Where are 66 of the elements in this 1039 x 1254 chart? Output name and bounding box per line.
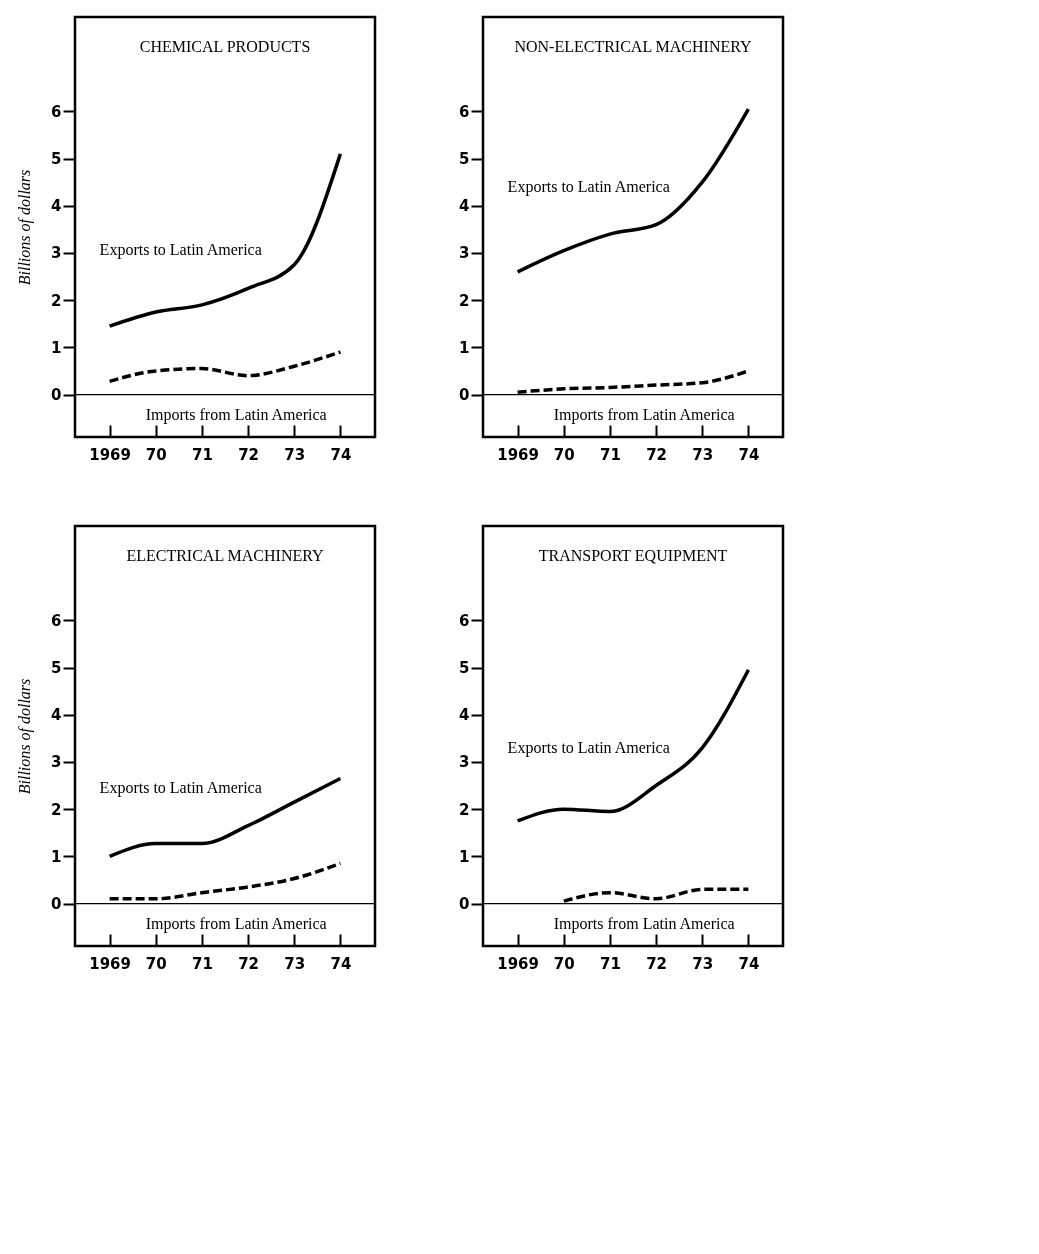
x-tick-label: 74 xyxy=(738,954,760,973)
x-tick-label: 73 xyxy=(692,954,714,973)
x-tick-label: 71 xyxy=(599,954,621,973)
y-tick-label: 5 xyxy=(51,659,62,678)
y-tick-label: 3 xyxy=(51,753,62,772)
x-tick-label: 1969 xyxy=(89,954,131,973)
y-tick-label: 4 xyxy=(459,197,470,216)
x-tick-label: 71 xyxy=(599,445,621,464)
x-tick-label: 70 xyxy=(145,954,167,973)
y-tick-label: 5 xyxy=(459,659,470,678)
y-tick-label: 4 xyxy=(51,197,62,216)
x-tick-label: 72 xyxy=(238,445,260,464)
y-tick-label: 1 xyxy=(459,847,470,866)
x-tick-label: 72 xyxy=(646,445,668,464)
x-tick-label: 72 xyxy=(238,954,260,973)
text: ELECTRICAL MACHINERY xyxy=(126,547,325,564)
y-axis-title: Billions of dollars xyxy=(16,169,35,286)
x-tick-label: 1969 xyxy=(89,445,131,464)
y-tick-label: 2 xyxy=(51,291,62,310)
x-tick-label: 1969 xyxy=(497,954,539,973)
x-tick-label: 74 xyxy=(330,445,352,464)
x-tick-label: 71 xyxy=(191,445,213,464)
series-label: Imports from Latin America xyxy=(145,914,327,933)
y-tick-label: 3 xyxy=(51,244,62,263)
x-tick-label: 1969 xyxy=(497,445,539,464)
y-tick-label: 0 xyxy=(51,895,62,914)
series-label: Exports to Latin America xyxy=(99,241,262,260)
y-tick-label: 0 xyxy=(51,386,62,405)
y-axis-title: Billions of dollars xyxy=(16,678,35,795)
y-tick-label: 1 xyxy=(51,338,62,357)
y-tick-label: 6 xyxy=(459,611,470,630)
text: TRANSPORT EQUIPMENT xyxy=(538,547,728,564)
y-tick-label: 3 xyxy=(459,753,470,772)
y-tick-label: 4 xyxy=(51,706,62,725)
x-tick-label: 72 xyxy=(646,954,668,973)
y-tick-label: 2 xyxy=(459,291,470,310)
y-tick-label: 2 xyxy=(51,800,62,819)
y-tick-label: 6 xyxy=(51,102,62,121)
series-label: Exports to Latin America xyxy=(507,177,670,196)
y-tick-label: 6 xyxy=(459,102,470,121)
text: Imports from Latin America xyxy=(145,405,327,424)
x-tick-label: 70 xyxy=(553,445,575,464)
y-tick-label: 5 xyxy=(51,150,62,169)
series-label: Imports from Latin America xyxy=(553,405,735,424)
x-tick-label: 74 xyxy=(738,445,760,464)
text: CHEMICAL PRODUCTS xyxy=(139,38,311,55)
text: NON-ELECTRICAL MACHINERY xyxy=(514,38,753,55)
series-label: Exports to Latin America xyxy=(99,778,262,797)
x-tick-label: 70 xyxy=(553,954,575,973)
y-tick-label: 0 xyxy=(459,386,470,405)
series-label: Imports from Latin America xyxy=(553,914,735,933)
x-tick-label: 73 xyxy=(284,954,306,973)
x-tick-label: 74 xyxy=(330,954,352,973)
x-tick-label: 71 xyxy=(191,954,213,973)
series-label: Exports to Latin America xyxy=(507,738,670,757)
y-tick-label: 0 xyxy=(459,895,470,914)
y-tick-label: 3 xyxy=(459,244,470,263)
y-tick-label: 1 xyxy=(459,338,470,357)
x-tick-label: 73 xyxy=(692,445,714,464)
x-tick-label: 70 xyxy=(145,445,167,464)
x-tick-label: 73 xyxy=(284,445,306,464)
y-tick-label: 2 xyxy=(459,800,470,819)
y-tick-label: 1 xyxy=(51,847,62,866)
y-tick-label: 5 xyxy=(459,150,470,169)
y-tick-label: 6 xyxy=(51,611,62,630)
y-tick-label: 4 xyxy=(459,706,470,725)
